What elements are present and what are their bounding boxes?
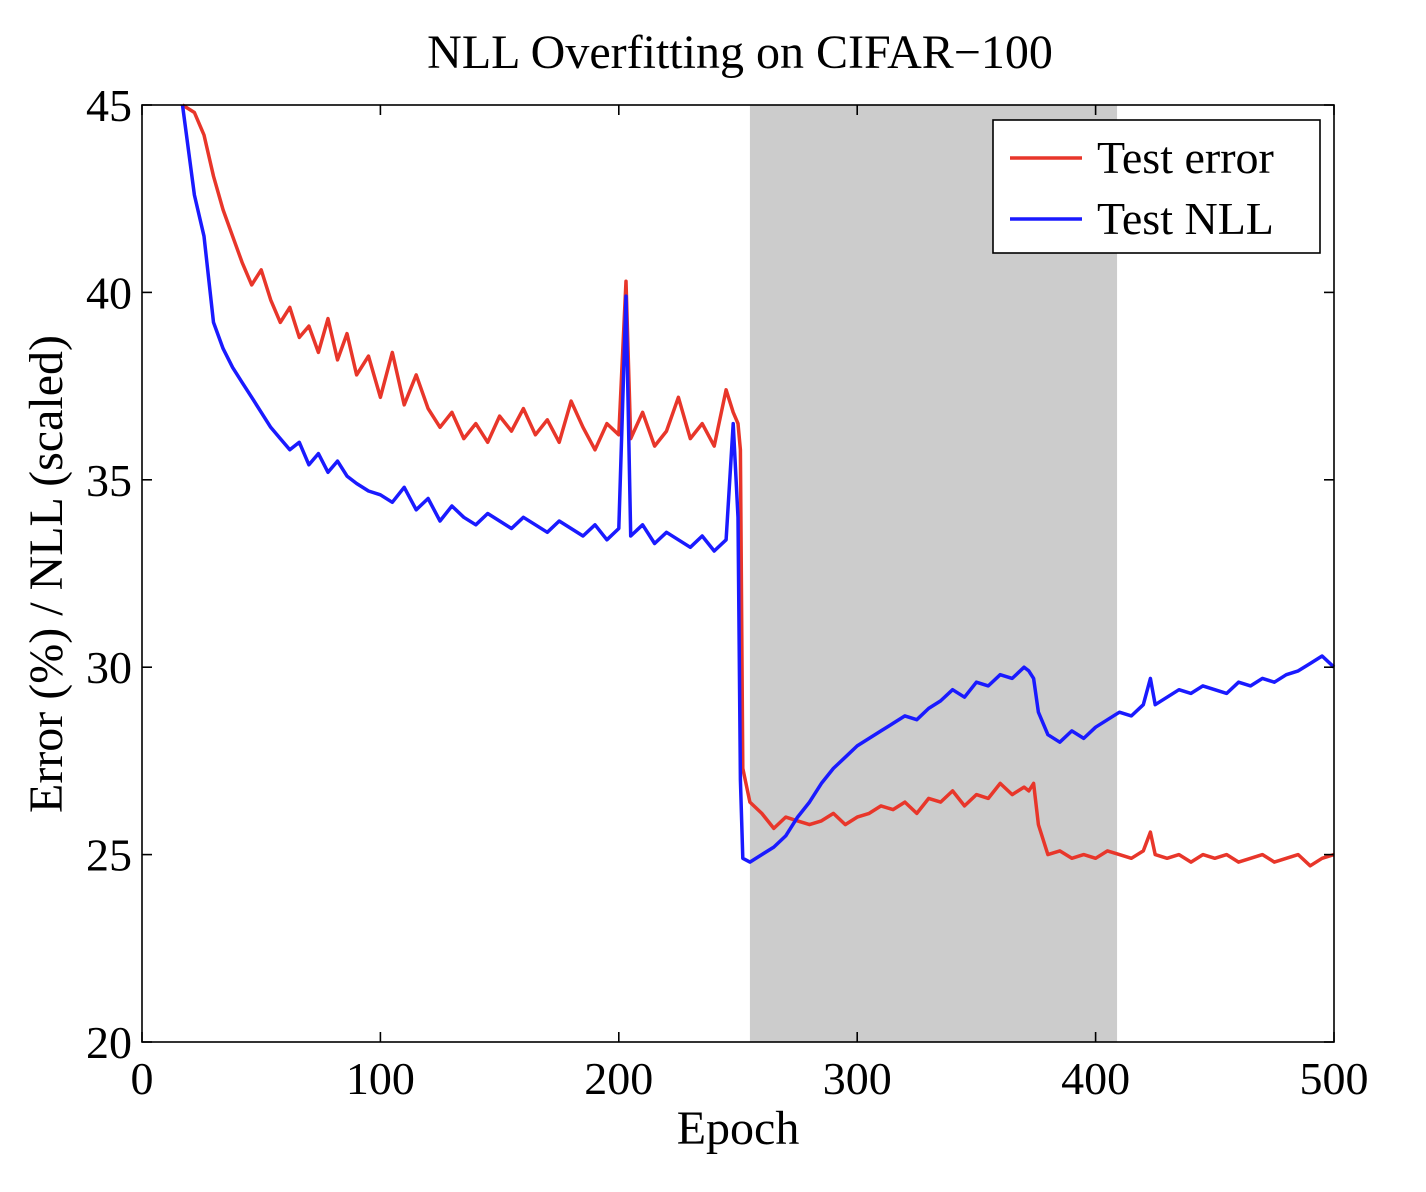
chart-title: NLL Overfitting on CIFAR−100 [427, 26, 1053, 79]
x-tick-label: 500 [1300, 1053, 1369, 1104]
y-tick-label: 35 [86, 455, 132, 506]
y-tick-label: 45 [86, 80, 132, 131]
series-line-test-nll [180, 104, 1336, 864]
axis-ticks: 0 100 200 300 400 500 20 25 30 35 40 45 [86, 80, 1369, 1104]
legend-label-test-nll: Test NLL [1097, 193, 1274, 244]
y-tick-label: 30 [86, 642, 132, 693]
legend-box [992, 119, 1321, 254]
x-tick-label: 400 [1061, 1053, 1130, 1104]
y-tick-label: 40 [86, 267, 132, 318]
highlight-region [749, 105, 1118, 1042]
series-line-test-error [181, 103, 1335, 868]
x-tick-label: 300 [823, 1053, 892, 1104]
x-tick-label: 0 [131, 1053, 154, 1104]
y-tick-label: 20 [86, 1017, 132, 1068]
plot-area-frame [141, 104, 1335, 1043]
legend: Test error Test NLL [992, 119, 1321, 254]
series-layer [180, 103, 1336, 868]
x-axis-label: Epoch [677, 1102, 800, 1155]
legend-label-test-error: Test error [1097, 132, 1274, 183]
x-tick-label: 100 [346, 1053, 415, 1104]
y-tick-label: 25 [86, 830, 132, 881]
x-tick-label: 200 [584, 1053, 653, 1104]
y-axis-label: Error (%) / NLL (scaled) [20, 335, 73, 813]
